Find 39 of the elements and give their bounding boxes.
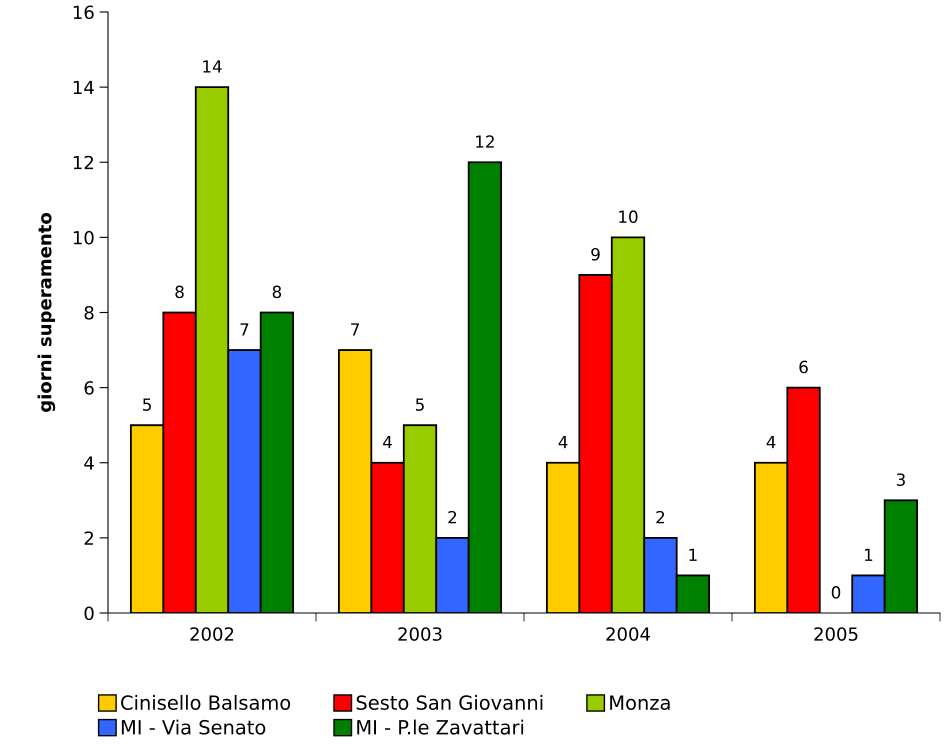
data-label: 7	[351, 323, 359, 336]
data-label: 8	[175, 286, 184, 298]
legend-label: Monza	[610, 696, 670, 710]
legend-label: Sesto San Giovanni	[356, 694, 542, 710]
data-label: 3	[896, 473, 905, 486]
data-label: 6	[799, 360, 808, 374]
y-tick-label: 4	[84, 456, 94, 470]
data-label: 5	[143, 398, 151, 411]
x-tick-label: 2002	[190, 627, 234, 641]
x-tick-label: 2004	[606, 627, 650, 641]
x-tick-label: 2005	[814, 627, 858, 641]
data-label: 8	[272, 286, 282, 298]
y-tick-label: 14	[74, 80, 94, 94]
y-tick-label: 12	[74, 156, 93, 170]
legend-label: MI - P.le Zavattari	[357, 720, 524, 735]
data-label: 10	[619, 210, 638, 224]
data-label: 14	[203, 60, 222, 73]
data-label: 2	[656, 510, 664, 524]
legend-label: MI - Via Senato	[122, 720, 266, 735]
y-tick-label: 2	[84, 531, 93, 545]
data-label: 4	[558, 436, 568, 448]
y-tick-label: 8	[84, 306, 94, 320]
y-tick-label: 6	[84, 381, 94, 395]
y-axis-title: giorni superamento	[38, 212, 56, 412]
data-label: 1	[864, 548, 872, 561]
data-label: 7	[240, 323, 248, 336]
data-label: 2	[448, 510, 456, 524]
y-tick-label: 10	[74, 230, 94, 244]
y-tick-label: 0	[84, 606, 94, 620]
data-label: 12	[476, 135, 494, 148]
data-label: 5	[416, 398, 424, 411]
y-tick-label: 16	[74, 5, 94, 20]
x-tick-label: 2003	[398, 627, 442, 641]
data-label: 9	[591, 248, 600, 261]
data-label: 4	[766, 436, 776, 448]
data-label: 1	[689, 548, 697, 561]
legend-label: Cinisello Balsamo	[121, 694, 290, 710]
data-label: 0	[832, 586, 840, 599]
data-label: 4	[383, 436, 392, 448]
